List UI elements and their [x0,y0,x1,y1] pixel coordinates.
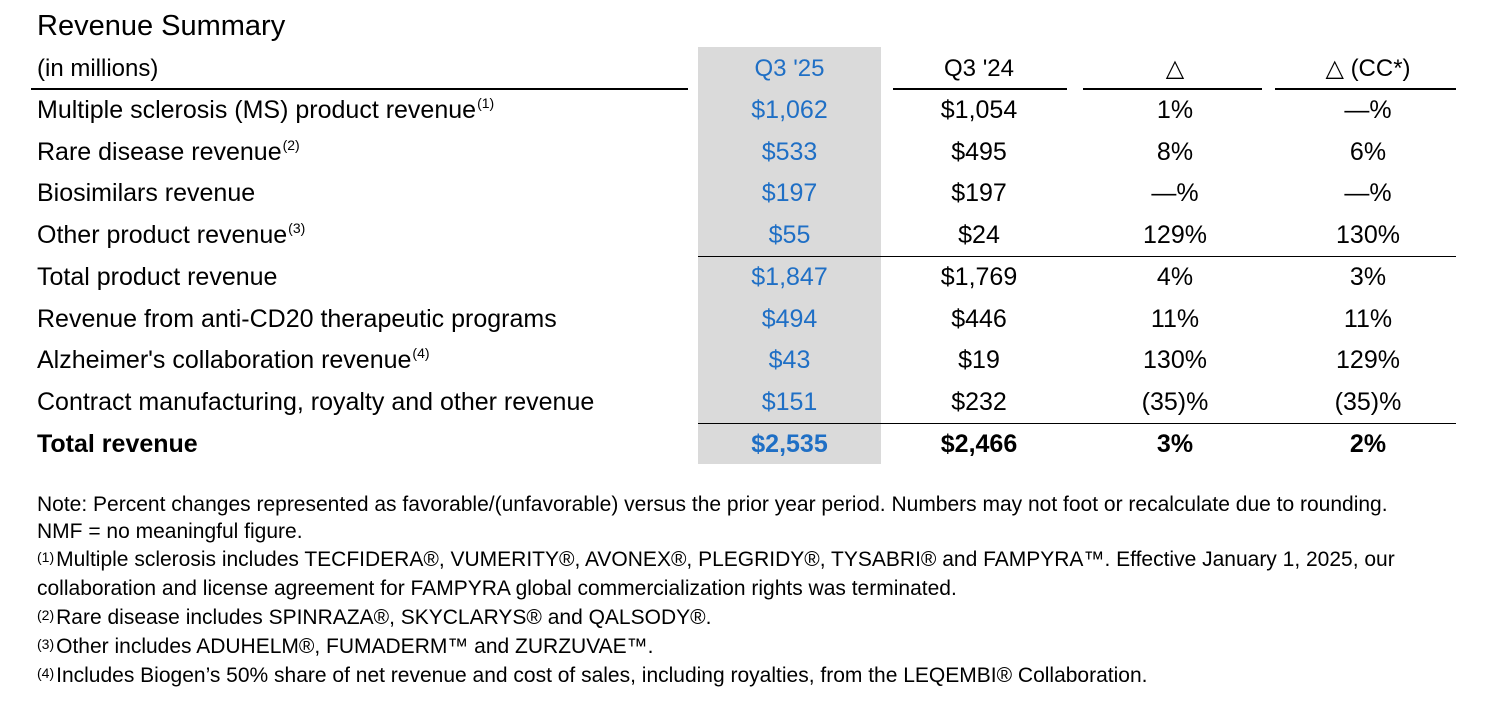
header-divider [893,88,1067,90]
total-divider [698,423,1456,424]
table-row: Other product revenue(3) $55 $24 129% 13… [0,215,1494,257]
note-text: Note: Percent changes represented as fav… [37,493,1388,516]
cell-delta: 3% [1156,429,1194,458]
table-header-row: (in millions) Q3 '25 Q3 '24 △ △ (CC*) [0,48,1494,90]
cell-delta-cc: 6% [1349,137,1387,166]
row-label: Contract manufacturing, royalty and othe… [37,388,595,416]
header-divider [1083,88,1262,90]
table-row: Revenue from anti-CD20 therapeutic progr… [0,299,1494,341]
table-row-subtotal: Total product revenue $1,847 $1,769 4% 3… [0,257,1494,299]
cell-q3-24: $197 [951,179,1007,208]
table-row: Multiple sclerosis (MS) product revenue(… [0,90,1494,132]
cell-q3-25: $197 [761,179,818,208]
footnote: (3)Other includes ADUHELM®, FUMADERM™ an… [37,635,654,658]
footnote-marker: (3) [37,636,55,652]
header-divider [31,88,688,90]
row-label: Multiple sclerosis (MS) product revenue(… [37,94,495,124]
cell-delta-cc: 130% [1336,221,1400,249]
cell-q3-25: $533 [761,137,818,166]
footnote-marker: (1) [37,549,55,565]
cell-q3-25: $2,535 [751,429,828,458]
cell-q3-24: $19 [958,346,1000,375]
revenue-table: (in millions) Q3 '25 Q3 '24 △ △ (CC*) Mu… [0,48,1494,466]
cell-q3-25: $151 [761,388,818,416]
cell-delta: 1% [1156,95,1194,124]
cell-q3-24: $1,054 [940,95,1018,124]
footnote-marker: (4) [37,665,55,681]
header-delta-cc: △ (CC*) [1325,55,1411,82]
cell-delta: 4% [1156,262,1194,291]
cell-q3-25: $1,062 [751,95,828,124]
table-row: Rare disease revenue(2) $533 $495 8% 6% [0,132,1494,174]
cell-delta-cc: —% [1344,179,1392,208]
table-row: Alzheimer's collaboration revenue(4) $43… [0,340,1494,382]
header-units: (in millions) [37,55,159,82]
cell-delta-cc: —% [1344,95,1392,124]
footnote-marker: (2) [282,136,300,153]
cell-delta: (35)% [1141,388,1209,416]
cell-q3-25: $494 [761,304,818,333]
cell-q3-24: $2,466 [940,429,1018,458]
table-row-total: Total revenue $2,535 $2,466 3% 2% [0,424,1494,466]
cell-delta-cc: 129% [1336,346,1400,375]
row-label: Other product revenue(3) [37,220,306,249]
header-divider [1275,88,1456,90]
nmf-text: NMF = no meaningful figure. [37,520,303,543]
table-row: Biosimilars revenue $197 $197 —% —% [0,173,1494,215]
row-label: Total revenue [37,429,198,458]
cell-q3-25: $55 [768,221,811,249]
cell-q3-24: $495 [951,137,1007,166]
footnote-marker: (4) [412,345,430,362]
notes-section: Note: Percent changes represented as fav… [37,491,1467,690]
table-row: Contract manufacturing, royalty and othe… [0,382,1494,424]
subtotal-divider [698,256,1456,257]
cell-delta: 8% [1156,137,1194,166]
row-label: Rare disease revenue(2) [37,136,300,166]
header-q3-25: Q3 '25 [754,55,825,82]
footnote: (1)Multiple sclerosis includes TECFIDERA… [37,548,1395,600]
footnote: (2)Rare disease includes SPINRAZA®, SKYC… [37,606,712,629]
header-delta: △ [1165,55,1185,82]
row-label: Revenue from anti-CD20 therapeutic progr… [37,304,557,333]
cell-delta-cc: 3% [1349,262,1387,291]
cell-q3-24: $232 [951,388,1007,416]
current-quarter-highlight [698,47,881,464]
cell-q3-25: $43 [768,346,811,375]
footnote: (4)Includes Biogen’s 50% share of net re… [37,664,1148,687]
cell-delta: 129% [1143,221,1207,249]
cell-delta-cc: 2% [1349,429,1387,458]
cell-delta: 130% [1143,346,1207,375]
row-label: Total product revenue [37,262,278,291]
cell-delta-cc: (35)% [1334,388,1402,416]
footnote-marker: (1) [477,94,495,111]
cell-q3-24: $1,769 [940,262,1018,291]
cell-delta: —% [1151,179,1199,208]
page-title: Revenue Summary [37,10,286,42]
cell-q3-24: $24 [958,221,1000,249]
footnote-marker: (2) [37,607,55,623]
cell-q3-25: $1,847 [751,262,828,291]
footnote-marker: (3) [288,220,306,236]
cell-delta-cc: 11% [1343,304,1393,333]
row-label: Biosimilars revenue [37,179,256,208]
cell-q3-24: $446 [951,304,1007,333]
header-q3-24: Q3 '24 [944,55,1014,82]
cell-delta: 11% [1150,304,1200,333]
row-label: Alzheimer's collaboration revenue(4) [37,345,430,375]
